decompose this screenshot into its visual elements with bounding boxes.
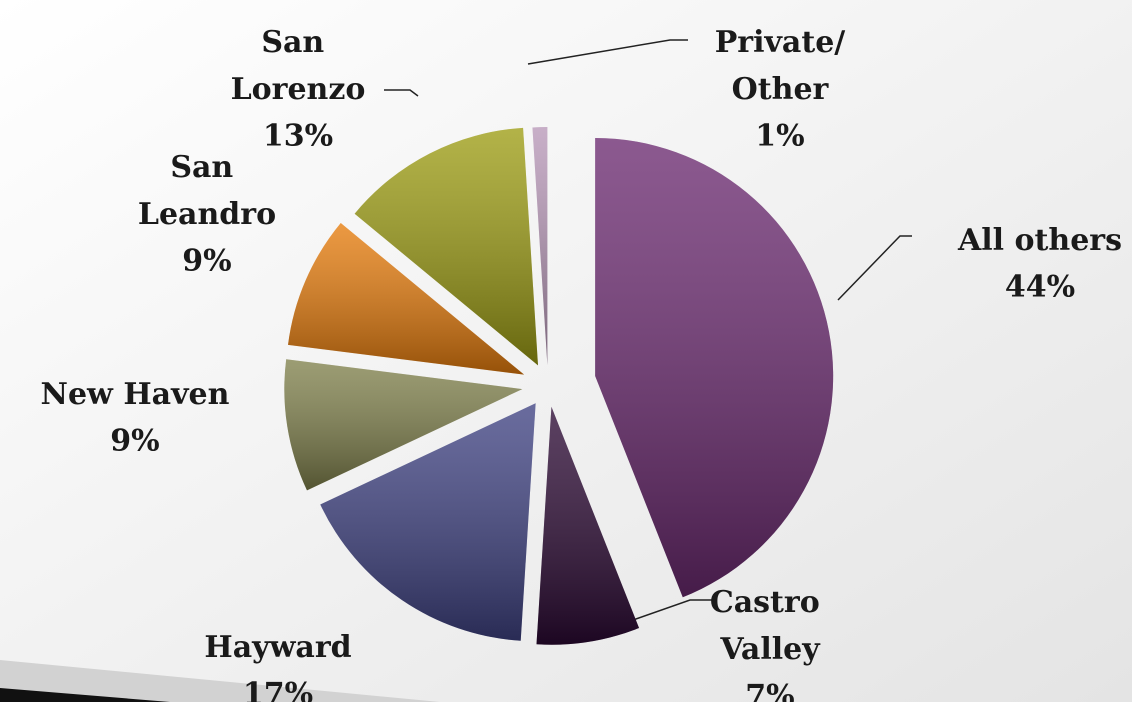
slice-label: San Leandro — [138, 150, 276, 232]
value-label: 44% — [1005, 270, 1075, 305]
value-label: 9% — [182, 244, 231, 279]
decor-band-dark — [0, 688, 170, 702]
leader-line — [384, 89, 419, 97]
leader-line — [837, 235, 912, 301]
slice-label: Castro Valley — [710, 585, 830, 667]
leader-line — [527, 39, 688, 65]
value-label: 9% — [110, 424, 159, 459]
decor-band — [0, 660, 440, 702]
slice-label: All others — [957, 223, 1122, 258]
slice-label: San Lorenzo — [231, 25, 366, 107]
value-label: 17% — [243, 677, 313, 702]
value-label: 7% — [745, 679, 794, 702]
value-label: 13% — [263, 119, 333, 154]
slice-label: Private/Other — [715, 25, 846, 107]
slice-label: Hayward — [204, 630, 351, 665]
value-label: 1% — [755, 119, 804, 154]
slice-label: New Haven — [41, 377, 230, 412]
